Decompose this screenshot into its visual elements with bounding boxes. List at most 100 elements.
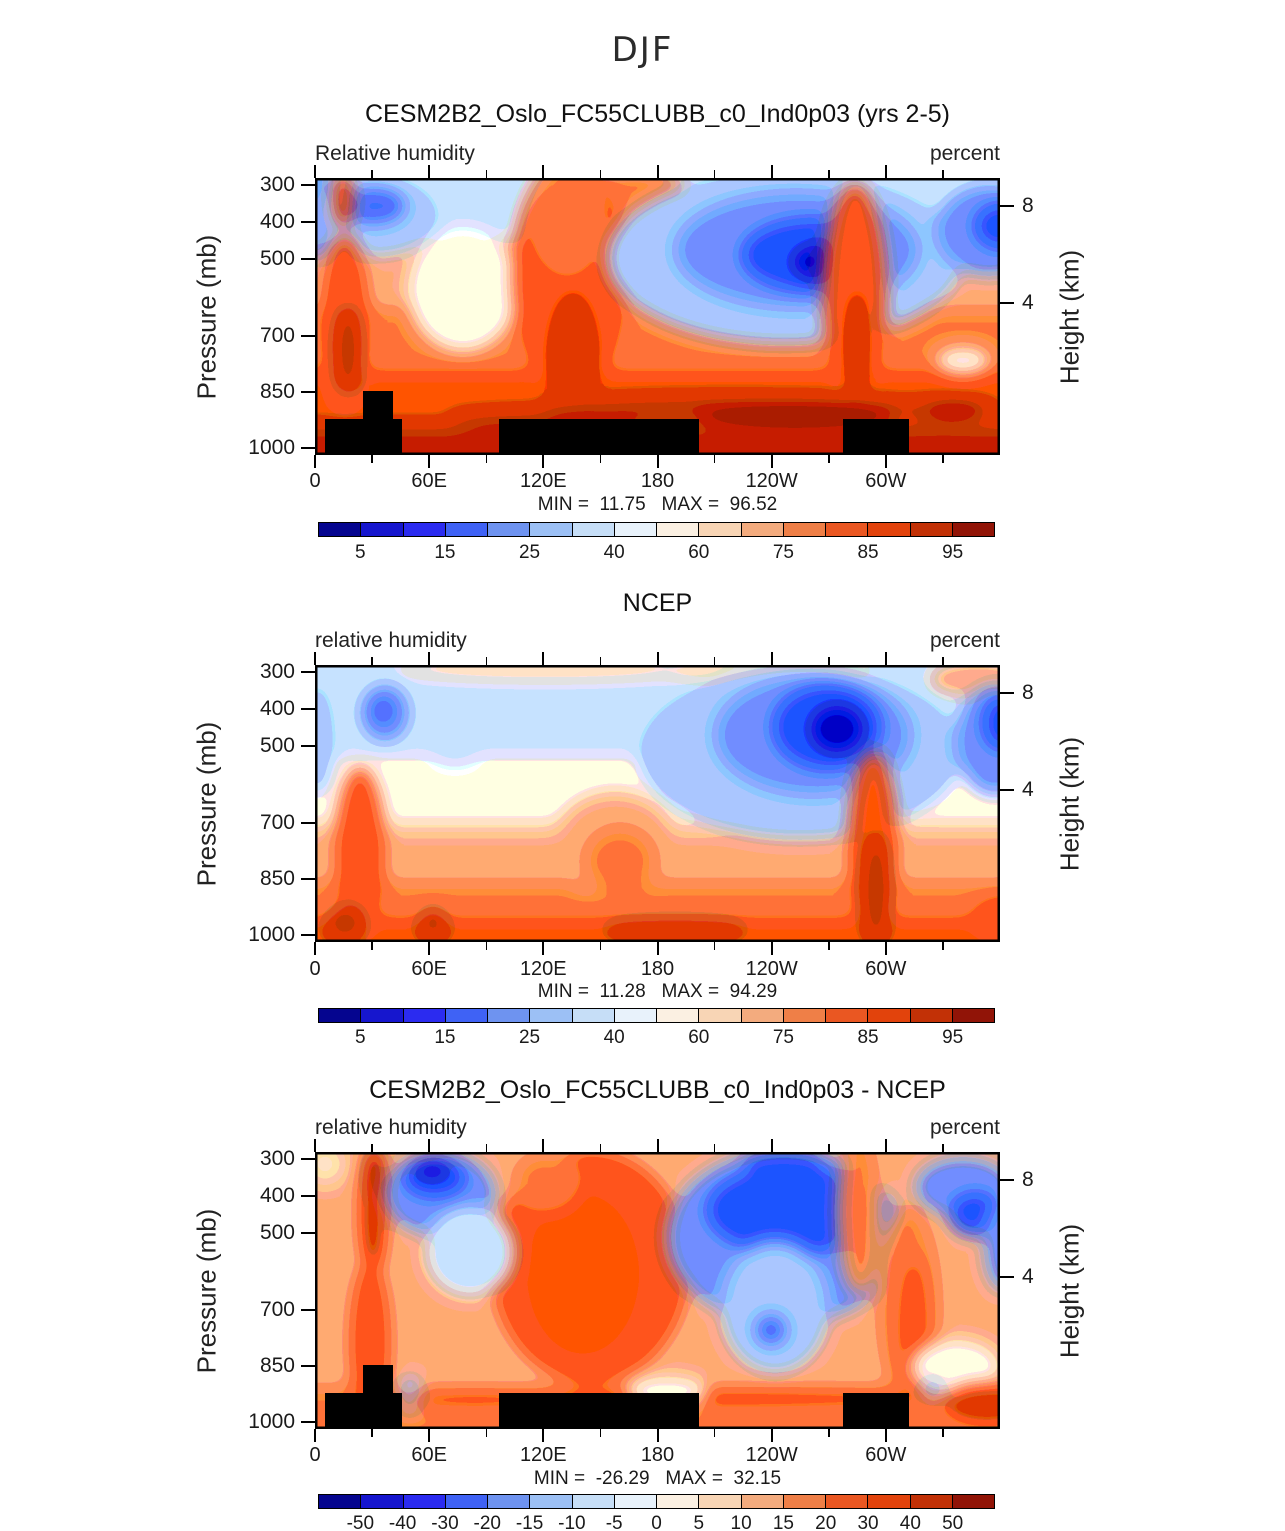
height-tick-mark [1000, 1179, 1014, 1181]
pressure-tick-mark [301, 671, 315, 673]
lon-tick-label: 0 [309, 1444, 321, 1466]
lon-tick-label: 120W [745, 470, 798, 492]
colorbar-tick-label: 40 [603, 1027, 625, 1048]
colorbar-tick-label: 25 [518, 542, 541, 563]
lon-tick-label: 0 [309, 958, 321, 980]
min-value: 11.28 [599, 981, 646, 1002]
terrain-mask [499, 1393, 699, 1429]
colorbar-tick-label: 85 [857, 1027, 879, 1048]
colorbar-cell [571, 1495, 614, 1508]
pressure-tick-mark [301, 708, 315, 710]
colorbar-cell [740, 1495, 783, 1508]
pressure-tick-label: 1000 [248, 923, 295, 946]
lon-minor-tick-mark [485, 1144, 488, 1152]
pressure-tick-mark [301, 934, 315, 936]
lon-minor-tick-mark [828, 1144, 830, 1152]
colorbar-tick-label: 85 [857, 542, 879, 563]
lon-tick-mark [884, 1429, 887, 1442]
colorbar-cell [909, 1495, 952, 1508]
field-label: relative humidity [315, 629, 467, 652]
colorbar-tick-label: 40 [603, 542, 625, 563]
lon-minor-tick-mark [713, 1144, 716, 1152]
pressure-tick-mark [301, 184, 315, 186]
colorbar-cell [909, 1009, 952, 1022]
pressure-tick-mark [301, 391, 315, 393]
colorbar-tick-label: 15 [434, 542, 456, 563]
lon-minor-tick-mark [371, 657, 373, 665]
colorbar-cell [782, 523, 825, 536]
units-label: percent [929, 1116, 1000, 1139]
lon-tick-mark [770, 1429, 773, 1442]
pressure-tick-mark [301, 1232, 315, 1234]
lon-minor-tick-mark [485, 657, 488, 665]
lon-minor-tick-mark [828, 942, 830, 950]
panel-title: CESM2B2_Oslo_FC55CLUBB_c0_Ind0p03 - NCEP [369, 1076, 946, 1104]
lon-tick-mark [656, 942, 659, 955]
colorbar-tick-label: -20 [473, 1513, 501, 1531]
colorbar-cell [360, 1495, 403, 1508]
min-max-stats: MIN = 11.75 MAX = 96.52 [315, 494, 1000, 516]
lon-tick-label: 60W [865, 1444, 907, 1466]
colorbar-cell [698, 1009, 741, 1022]
height-tick-mark [1000, 692, 1014, 694]
colorbar-cell [825, 1495, 868, 1508]
pressure-tick-mark [301, 258, 315, 260]
lon-minor-tick-mark [371, 942, 373, 950]
colorbar-tick-label: -40 [388, 1513, 417, 1531]
colorbar-cell [740, 1009, 783, 1022]
lon-tick-label: 120W [745, 958, 798, 980]
height-tick-mark [1000, 205, 1014, 207]
lon-minor-tick-mark [371, 1429, 373, 1437]
pressure-tick-label: 850 [259, 867, 295, 890]
min-value: -26.29 [595, 1468, 650, 1489]
lon-tick-mark [656, 1429, 659, 1442]
lon-tick-mark [770, 455, 773, 468]
pressure-tick-label: 1000 [248, 1410, 295, 1433]
pressure-tick-mark [301, 745, 315, 747]
max-label: MAX = [661, 494, 720, 515]
lon-minor-tick-mark [828, 170, 830, 178]
height-tick-label: 8 [1022, 681, 1034, 704]
pressure-tick-label: 850 [259, 380, 295, 403]
lon-tick-label: 60W [865, 958, 907, 980]
field-label: relative humidity [315, 1116, 467, 1139]
pressure-tick-mark [301, 1365, 315, 1367]
contour-plot [315, 665, 1000, 942]
pressure-tick-label: 400 [259, 1184, 295, 1207]
lon-tick-mark [656, 1139, 659, 1152]
height-axis-label: Height (km) [1054, 1223, 1085, 1358]
plot-border [315, 1152, 1000, 1429]
contour-field [315, 1152, 1000, 1429]
plot-border [315, 178, 1000, 455]
max-label: MAX = [665, 1468, 723, 1489]
pressure-tick-mark [301, 1421, 315, 1423]
height-tick-label: 4 [1022, 291, 1034, 314]
colorbar-cell [487, 1009, 530, 1022]
height-tick-label: 8 [1022, 1168, 1034, 1191]
colorbar-cell [698, 1495, 741, 1508]
lon-tick-mark [314, 1139, 316, 1152]
field-label: Relative humidity [315, 142, 475, 165]
colorbar-tick-label: -50 [346, 1513, 375, 1531]
min-label: MIN = [533, 1468, 586, 1489]
lon-tick-mark [542, 1139, 545, 1152]
lon-tick-mark [542, 652, 545, 665]
height-tick-label: 4 [1022, 1265, 1034, 1288]
pressure-tick-mark [301, 878, 315, 880]
colorbar-tick-label: 50 [942, 1513, 964, 1531]
colorbar-cell [319, 523, 361, 536]
max-value: 94.29 [729, 981, 778, 1002]
colorbar-cell [867, 523, 910, 536]
pressure-tick-label: 300 [259, 173, 295, 196]
contour-plot [315, 1152, 1000, 1429]
lon-minor-tick-mark [942, 942, 944, 950]
lon-minor-tick-mark [485, 942, 488, 950]
pressure-tick-label: 500 [259, 1221, 295, 1244]
lon-tick-mark [314, 942, 316, 955]
min-value: 11.75 [599, 494, 646, 515]
colorbar-cell [360, 1009, 403, 1022]
colorbar-cell [360, 523, 403, 536]
colorbar-cell [825, 1009, 868, 1022]
